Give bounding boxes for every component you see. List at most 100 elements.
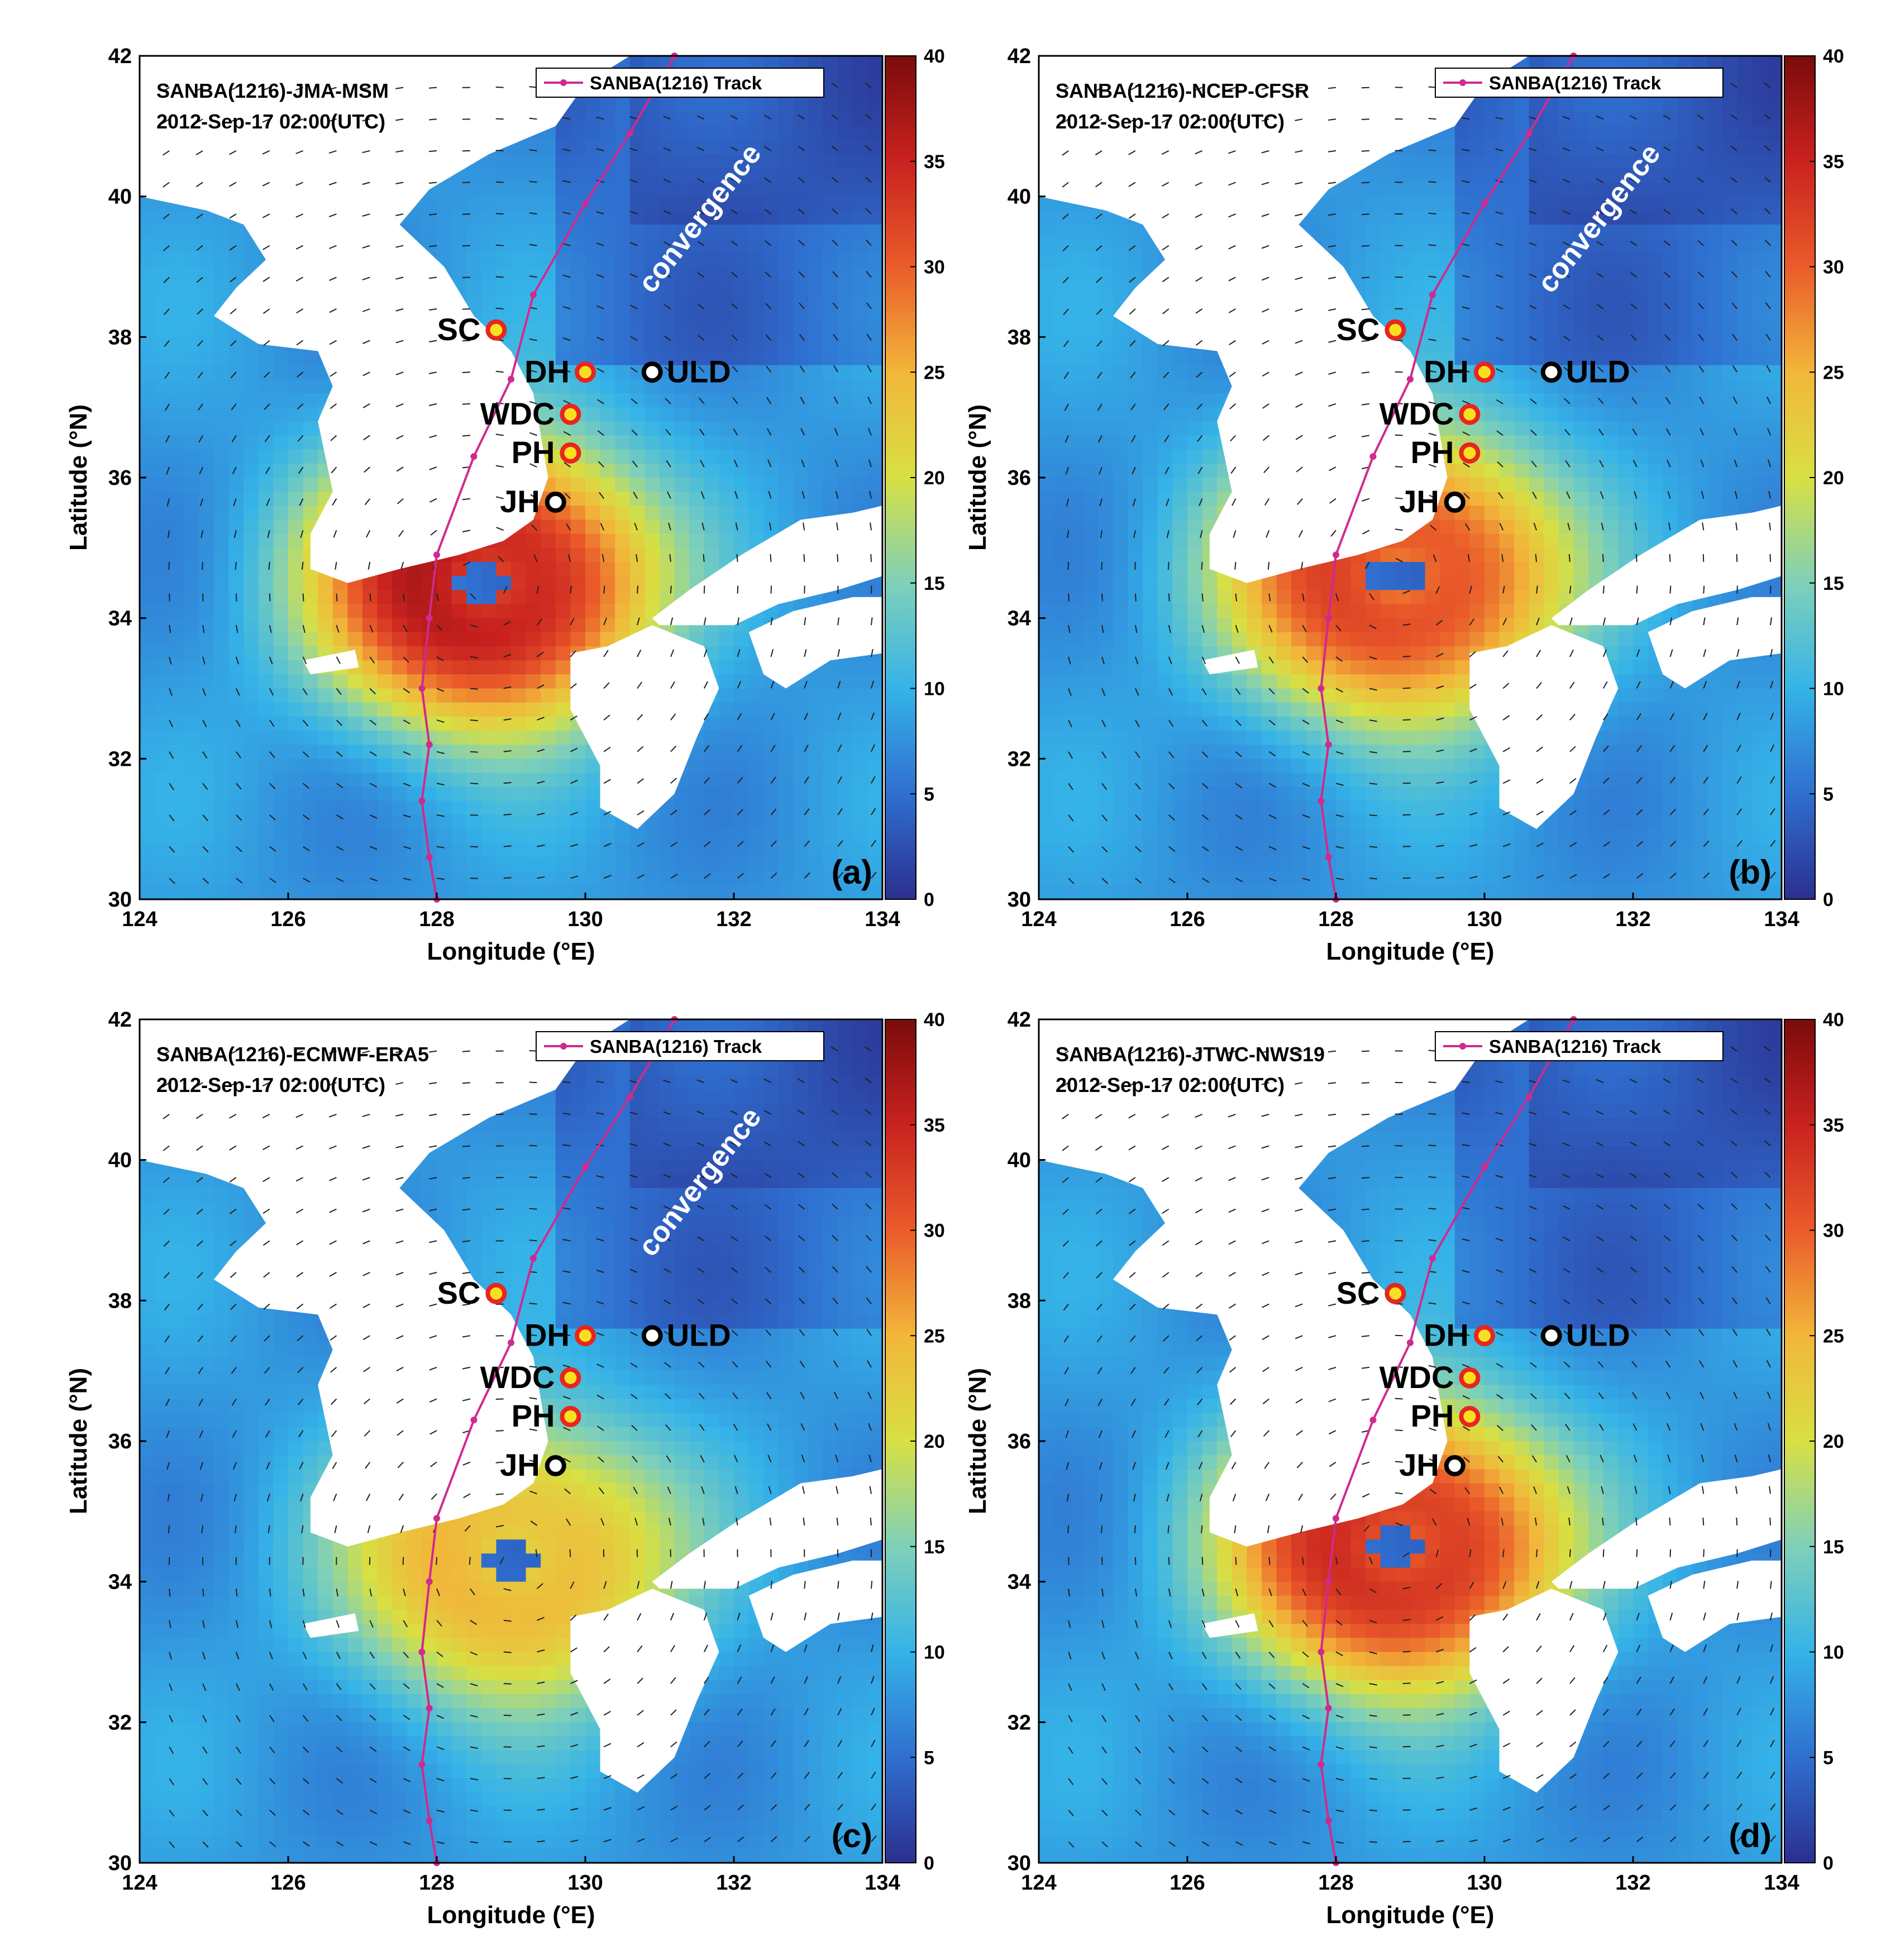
wind-arrow xyxy=(169,594,170,602)
track-point xyxy=(1370,453,1377,460)
wind-arrow xyxy=(529,1082,537,1083)
colorbar-tick-label: 35 xyxy=(924,151,945,173)
station-marker xyxy=(1543,364,1560,380)
y-tick-label: 32 xyxy=(108,1711,132,1734)
station-label: PH xyxy=(1411,1398,1454,1433)
y-tick-label: 30 xyxy=(108,1852,132,1875)
wind-arrow xyxy=(704,586,705,594)
station-marker xyxy=(488,1285,504,1302)
wind-arrow xyxy=(1362,1082,1369,1083)
wind-arrow xyxy=(496,308,504,309)
wind-arrow xyxy=(770,554,771,562)
track-point xyxy=(433,551,440,558)
wind-arrow xyxy=(804,586,805,594)
colorbar-tick-label: 0 xyxy=(1823,1853,1834,1874)
station-marker xyxy=(1461,406,1478,423)
colorbar-tick-label: 0 xyxy=(924,1853,934,1874)
y-tick-label: 42 xyxy=(108,1008,132,1032)
wind-arrow xyxy=(1395,466,1403,467)
wind-arrow xyxy=(1770,554,1771,562)
track-point xyxy=(471,453,478,460)
station-label: DH xyxy=(1424,1317,1469,1352)
track-point xyxy=(1325,1705,1332,1711)
legend-label: SANBA(1216) Track xyxy=(590,73,762,93)
legend-label: SANBA(1216) Track xyxy=(1489,73,1662,93)
track-point xyxy=(1317,798,1324,804)
wind-arrow xyxy=(504,814,512,815)
station-label: PH xyxy=(1411,435,1454,470)
station-label: JH xyxy=(1399,484,1439,519)
wind-arrow xyxy=(496,276,504,277)
track-point xyxy=(1325,741,1332,748)
station-marker xyxy=(547,494,564,511)
wind-arrow xyxy=(504,1778,512,1779)
x-tick-label: 130 xyxy=(1467,908,1502,931)
track-point xyxy=(1325,1579,1332,1585)
wind-arrow xyxy=(1202,1557,1203,1565)
colorbar-tick-label: 0 xyxy=(924,889,934,910)
panel-label: (d) xyxy=(1729,1817,1772,1854)
station-label: DH xyxy=(1424,354,1469,389)
wind-arrow xyxy=(504,846,512,847)
y-axis-label: Latitude (°N) xyxy=(65,404,92,551)
wind-arrow xyxy=(496,371,504,372)
wind-arrow xyxy=(1403,751,1411,752)
y-tick-label: 40 xyxy=(1008,185,1031,209)
colorbar-tick-label: 10 xyxy=(924,679,945,700)
y-tick-label: 38 xyxy=(108,326,132,349)
station-label: ULD xyxy=(1566,1317,1630,1352)
y-tick-label: 36 xyxy=(1008,1430,1031,1453)
wind-arrow xyxy=(537,1809,545,1810)
x-tick-label: 134 xyxy=(1764,1871,1799,1895)
wind-arrow xyxy=(1202,594,1203,602)
track-point xyxy=(1526,130,1533,136)
wind-arrow xyxy=(1369,878,1377,879)
x-tick-label: 134 xyxy=(1764,908,1799,931)
panel-label: (c) xyxy=(832,1817,872,1854)
wind-arrow xyxy=(1536,1549,1537,1557)
track-point xyxy=(1333,1515,1339,1522)
track-point xyxy=(426,615,433,622)
y-tick-label: 36 xyxy=(1008,466,1031,490)
colorbar-tick-label: 15 xyxy=(924,1537,945,1558)
wind-arrow xyxy=(462,1114,470,1115)
station-label: WDC xyxy=(480,396,555,431)
station-marker xyxy=(577,364,594,380)
colorbar-tick-label: 40 xyxy=(924,46,945,67)
wind-arrow xyxy=(1101,562,1102,570)
y-tick-label: 34 xyxy=(1008,1571,1031,1594)
track-point xyxy=(418,685,425,692)
track-point xyxy=(582,1163,589,1170)
colorbar-tick-label: 35 xyxy=(924,1115,945,1136)
wind-arrow xyxy=(462,1051,470,1052)
station-label: ULD xyxy=(1566,354,1630,389)
wind-arrow xyxy=(1369,1810,1377,1811)
track-point xyxy=(530,1255,537,1262)
x-tick-label: 134 xyxy=(865,908,900,931)
colorbar-tick-label: 10 xyxy=(1823,679,1844,700)
panel-title: SANBA(1216)-NCEP-CFSR xyxy=(1056,79,1309,102)
y-axis-label: Latitude (°N) xyxy=(65,1368,92,1514)
colorbar-tick-label: 10 xyxy=(924,1642,945,1663)
x-tick-label: 126 xyxy=(1169,908,1205,931)
station-marker xyxy=(644,1327,661,1344)
wind-arrow xyxy=(1362,1209,1369,1210)
colorbar-tick-label: 40 xyxy=(924,1009,945,1031)
wind-arrow xyxy=(1068,594,1069,602)
wind-arrow xyxy=(570,1549,571,1557)
panel-d: SCDHWDCPHJHULDSANBA(1216)-JTWC-NWS192012… xyxy=(964,1008,1844,1929)
track-point xyxy=(1481,200,1488,207)
wind-arrow xyxy=(529,1303,537,1304)
wind-arrow xyxy=(1770,586,1771,594)
colorbar-tick-label: 0 xyxy=(1823,889,1834,910)
wind-arrow xyxy=(504,1652,512,1653)
wind-arrow xyxy=(496,119,504,120)
track-point xyxy=(426,1579,433,1585)
x-tick-label: 128 xyxy=(1318,1871,1353,1895)
colorbar-tick-label: 25 xyxy=(924,1325,945,1347)
wind-arrow xyxy=(496,150,504,151)
colorbar-tick-label: 25 xyxy=(924,362,945,383)
track-point xyxy=(426,854,433,861)
wind-arrow xyxy=(1236,1557,1237,1565)
station-label: DH xyxy=(524,354,570,389)
